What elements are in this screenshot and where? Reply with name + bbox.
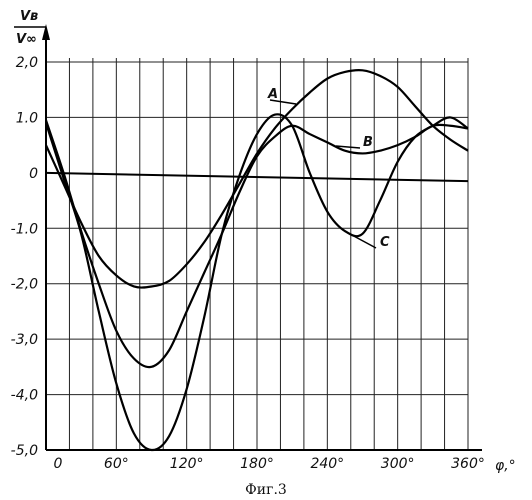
figure-caption: Фиг.3 <box>245 482 287 498</box>
curve-labels: A B C <box>267 87 390 250</box>
x-tick-label: 60° <box>104 456 129 472</box>
y-tick-label: -1.0 <box>11 221 38 237</box>
x-tick-label: 360° <box>451 456 485 472</box>
y-tick-label: 0 <box>29 166 38 182</box>
y-tick-label: 2,0 <box>16 55 38 71</box>
curve-leader-C <box>350 234 376 248</box>
y-tick-label: -4,0 <box>11 388 38 404</box>
y-axis-label-bottom: V∞ <box>16 32 37 47</box>
y-axis-label-top: Vв <box>20 9 38 24</box>
y-tick-label: -2,0 <box>11 277 38 293</box>
x-tick-label: 240° <box>310 456 344 472</box>
x-tick-label: 0 <box>54 456 63 472</box>
y-tick-label: -3,0 <box>11 332 38 348</box>
y-tick-label: 1.0 <box>16 110 38 126</box>
curve-label-C: C <box>380 235 390 250</box>
x-axis-label: φ,° <box>495 458 516 474</box>
curve-label-A: A <box>267 87 278 102</box>
x-tick-label: 180° <box>240 456 274 472</box>
x-tick-label: 300° <box>381 456 415 472</box>
axes <box>42 24 482 450</box>
grid <box>46 58 468 450</box>
curve-label-B: B <box>363 135 373 150</box>
y-tick-label: -5,0 <box>11 443 38 459</box>
x-tick-label: 120° <box>170 456 204 472</box>
